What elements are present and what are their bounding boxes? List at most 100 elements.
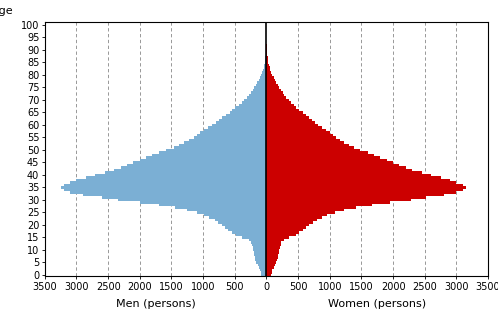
Bar	[70, 181, 266, 184]
Bar	[197, 134, 266, 136]
Bar	[230, 111, 266, 114]
Bar	[266, 84, 278, 86]
Bar	[222, 116, 266, 119]
Bar	[266, 146, 354, 149]
Bar	[266, 69, 270, 71]
Bar	[146, 156, 266, 159]
Bar	[166, 149, 266, 151]
Bar	[204, 129, 266, 131]
Bar	[266, 194, 444, 196]
Bar	[243, 236, 266, 239]
Bar	[226, 114, 266, 116]
Bar	[159, 151, 266, 154]
Bar	[266, 126, 322, 129]
Bar	[252, 89, 266, 91]
Bar	[118, 199, 266, 201]
Bar	[259, 266, 266, 269]
Bar	[266, 266, 274, 269]
Bar	[225, 226, 266, 229]
Bar	[266, 99, 289, 101]
Bar	[127, 164, 266, 166]
Bar	[216, 121, 266, 124]
Bar	[244, 99, 266, 101]
Text: Women (persons): Women (persons)	[328, 299, 426, 308]
Bar	[140, 159, 266, 161]
Bar	[266, 209, 344, 211]
Bar	[266, 124, 318, 126]
Bar	[266, 211, 335, 213]
Bar	[266, 134, 333, 136]
Bar	[264, 64, 266, 66]
Text: Age: Age	[0, 5, 13, 15]
Bar	[256, 261, 266, 264]
Bar	[255, 259, 266, 261]
Bar	[262, 71, 266, 74]
Bar	[266, 54, 267, 56]
Bar	[266, 178, 450, 181]
Bar	[250, 91, 266, 94]
Bar	[266, 96, 286, 99]
Bar	[229, 229, 266, 231]
Bar	[266, 201, 390, 204]
Bar	[83, 194, 266, 196]
Bar	[266, 61, 268, 64]
Bar	[254, 86, 266, 89]
Bar	[266, 89, 281, 91]
Bar	[266, 139, 340, 141]
Bar	[266, 66, 269, 69]
Bar	[266, 64, 269, 66]
Bar	[266, 261, 276, 264]
Bar	[64, 189, 266, 191]
Bar	[232, 231, 266, 234]
Bar	[266, 154, 374, 156]
Bar	[86, 176, 266, 178]
Bar	[266, 196, 426, 199]
Bar	[266, 251, 279, 254]
Bar	[266, 244, 281, 246]
Bar	[266, 221, 313, 224]
Bar	[219, 119, 266, 121]
Bar	[236, 234, 266, 236]
Bar	[251, 241, 266, 244]
Bar	[266, 104, 294, 106]
Bar	[115, 169, 266, 171]
Bar	[239, 104, 266, 106]
Bar	[266, 51, 267, 54]
Bar	[266, 181, 456, 184]
Bar	[266, 159, 387, 161]
Bar	[121, 166, 266, 169]
Bar	[266, 241, 281, 244]
Bar	[266, 226, 306, 229]
Bar	[266, 219, 317, 221]
Bar	[197, 211, 266, 213]
Bar	[265, 56, 266, 59]
Bar	[258, 79, 266, 81]
Bar	[266, 271, 272, 273]
Bar	[266, 166, 406, 169]
Bar	[266, 81, 276, 84]
Bar	[105, 171, 266, 174]
Bar	[257, 81, 266, 84]
Bar	[152, 154, 266, 156]
Bar	[254, 251, 266, 254]
Bar	[266, 143, 349, 146]
Bar	[266, 259, 277, 261]
Bar	[266, 94, 284, 96]
Bar	[263, 66, 266, 69]
Bar	[159, 204, 266, 206]
Bar	[266, 56, 267, 59]
Bar	[261, 271, 266, 273]
Bar	[266, 184, 463, 186]
Bar	[266, 121, 315, 124]
Bar	[266, 111, 302, 114]
Bar	[263, 69, 266, 71]
Bar	[266, 224, 309, 226]
Bar	[266, 101, 291, 104]
Bar	[266, 229, 302, 231]
Bar	[266, 269, 272, 271]
Bar	[61, 186, 266, 189]
Bar	[242, 101, 266, 104]
Bar	[266, 216, 322, 219]
Bar	[266, 156, 380, 159]
Bar	[204, 213, 266, 216]
